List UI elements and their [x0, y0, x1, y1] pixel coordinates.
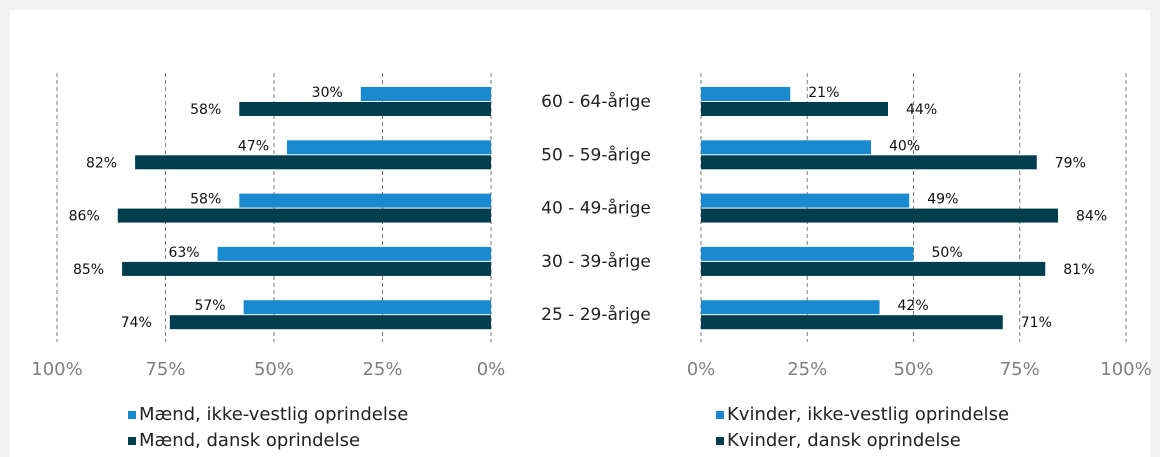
legend-swatch: [128, 437, 136, 445]
bar: [239, 193, 491, 208]
bar: [287, 140, 491, 155]
x-tick-label: 100%: [31, 359, 82, 380]
bar: [122, 261, 491, 276]
x-tick-label: 75%: [1000, 359, 1040, 380]
bar: [135, 155, 491, 170]
data-label: 71%: [1021, 315, 1052, 331]
x-tick-label: 50%: [893, 359, 933, 380]
bar: [239, 102, 491, 116]
category-label: 25 - 29-årige: [541, 304, 651, 325]
bar: [701, 208, 1058, 223]
legend-label: Mænd, ikke-vestlig oprindelse: [139, 404, 408, 425]
data-label: 57%: [194, 298, 225, 314]
data-label: 49%: [927, 192, 958, 208]
x-tick-label: 0%: [477, 359, 506, 380]
legend-label: Mænd, dansk oprindelse: [139, 430, 360, 451]
bar: [701, 300, 880, 315]
bar: [701, 261, 1046, 276]
data-label: 58%: [190, 192, 221, 208]
data-label: 74%: [121, 315, 152, 331]
data-label: 47%: [238, 138, 269, 154]
category-label: 50 - 59-årige: [541, 144, 651, 165]
data-label: 42%: [898, 298, 929, 314]
data-label: 84%: [1076, 209, 1107, 225]
data-label: 50%: [932, 245, 963, 261]
x-tick-label: 25%: [787, 359, 827, 380]
bar: [701, 155, 1037, 170]
category-label: 60 - 64-årige: [541, 91, 651, 112]
bar: [169, 315, 491, 330]
bar: [701, 140, 871, 155]
data-label: 21%: [808, 85, 839, 101]
legend-swatch: [128, 411, 136, 419]
bar: [360, 87, 491, 101]
data-label: 86%: [69, 209, 100, 225]
data-label: 40%: [889, 138, 920, 154]
x-tick-label: 75%: [145, 359, 185, 380]
category-label: 30 - 39-årige: [541, 251, 651, 272]
data-label: 85%: [73, 262, 104, 278]
bar: [701, 315, 1003, 330]
bar: [117, 208, 491, 223]
data-label: 58%: [190, 102, 221, 118]
plot-background: [10, 10, 1150, 457]
data-label: 81%: [1063, 262, 1094, 278]
category-label: 40 - 49-årige: [541, 198, 651, 219]
x-tick-label: 25%: [362, 359, 402, 380]
data-label: 44%: [906, 102, 937, 118]
x-tick-label: 0%: [687, 359, 716, 380]
legend-swatch: [716, 437, 724, 445]
data-label: 82%: [86, 155, 117, 171]
x-tick-label: 100%: [1100, 359, 1151, 380]
bar: [701, 193, 910, 208]
bar: [701, 87, 791, 101]
x-tick-label: 50%: [254, 359, 294, 380]
bar: [701, 102, 888, 116]
legend-label: Kvinder, dansk oprindelse: [727, 430, 961, 451]
bar: [217, 246, 491, 261]
bar: [701, 246, 914, 261]
legend-swatch: [716, 411, 724, 419]
legend-label: Kvinder, ikke-vestlig oprindelse: [727, 404, 1009, 425]
data-label: 30%: [312, 85, 343, 101]
data-label: 63%: [168, 245, 199, 261]
data-label: 79%: [1055, 155, 1086, 171]
bar: [243, 300, 491, 315]
